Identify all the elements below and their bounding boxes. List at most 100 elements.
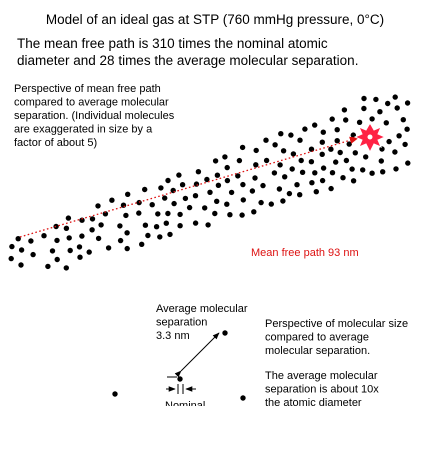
molecule-dot [328, 185, 334, 192]
molecule-dot [157, 234, 163, 240]
molecule-dot [79, 217, 85, 223]
molecule-dot [308, 159, 315, 165]
molecule-dot [363, 154, 369, 160]
molecule-dot [117, 223, 123, 229]
molecule-dot [329, 116, 335, 122]
molecule-dot [18, 247, 25, 253]
molecule-dot [142, 186, 148, 193]
molecule-dot [272, 142, 278, 148]
molecule-dot [167, 231, 173, 238]
molecule-dot [400, 117, 406, 123]
molecule-dot [373, 96, 379, 103]
molecule-dot [153, 224, 160, 230]
molecule-dot [192, 193, 199, 199]
molecule-dot [193, 181, 200, 187]
molecule-dot [125, 191, 131, 197]
molecule-dot [343, 117, 349, 123]
molecule-dot [386, 138, 392, 145]
molecule-dot [334, 138, 340, 144]
molecule-dot [297, 192, 303, 198]
molecule-dot [165, 177, 171, 184]
molecule-dot [8, 255, 14, 262]
molecule-dot [30, 251, 36, 258]
molecule-dot [215, 182, 222, 188]
molecule-dot [239, 144, 246, 151]
molecule-dot [67, 247, 73, 254]
molecule-dot [142, 222, 149, 228]
molecule-dot [212, 158, 219, 164]
molecule-dot [396, 133, 402, 139]
molecule-dot [361, 95, 367, 102]
molecule-dot [253, 162, 259, 168]
molecule-dot [404, 100, 411, 106]
molecule-dot [123, 212, 129, 219]
molecule-dot [145, 232, 151, 239]
molecule-dot [402, 141, 408, 148]
molecule-dot [239, 212, 245, 218]
molecule-dot [277, 162, 283, 168]
molecule-dot [171, 200, 177, 207]
molecule-dot [360, 167, 366, 173]
molecule-dot [224, 164, 230, 171]
molecule-dot [263, 137, 269, 143]
molecule-dot [349, 166, 355, 172]
molecule-dot [294, 182, 300, 188]
molecule-dot [236, 157, 243, 164]
molecule-dot [149, 202, 155, 208]
size-perspective-panel: Average molecular separation 3.3 nm Nomi… [112, 303, 408, 412]
molecule-dot [177, 223, 183, 229]
molecule-dot [28, 238, 34, 244]
molecule-dot [341, 107, 348, 113]
molecule-dot [394, 105, 400, 111]
molecule-dot [328, 146, 334, 152]
sample-molecule-d [240, 395, 246, 401]
molecule-dot [77, 254, 83, 260]
molecule-dot [162, 195, 168, 201]
molecule-dot [222, 154, 228, 160]
sample-molecule-a [222, 330, 228, 336]
molecule-dot [350, 132, 356, 138]
molecule-dot [54, 237, 60, 244]
nominal-label: Nominal [165, 400, 205, 412]
molecule-dot [158, 185, 164, 191]
molecule-dot [356, 119, 363, 126]
molecule-dot [302, 126, 308, 132]
molecule-dot [202, 205, 208, 211]
molecule-dot [120, 202, 127, 208]
molecule-dot [207, 189, 213, 195]
molecule-dot [176, 172, 182, 178]
molecule-dot [404, 126, 410, 132]
molecule-dot [227, 212, 233, 218]
molecule-dot [165, 210, 171, 217]
molecule-dot [298, 157, 304, 164]
molecule-dot [405, 160, 411, 166]
molecule-dot [163, 220, 169, 226]
molecule-dot [319, 151, 325, 157]
molecule-dot [89, 216, 96, 222]
molecule-dot [313, 189, 319, 195]
molecule-dot [124, 230, 130, 236]
molecule-dot [319, 177, 326, 184]
molecule-dot [352, 150, 358, 156]
molecule-dot [65, 215, 72, 221]
molecule-dot [378, 158, 384, 164]
molecule-cloud [8, 94, 411, 271]
molecule-dot [179, 182, 186, 188]
molecule-dot [288, 132, 294, 138]
molecule-dot [289, 166, 295, 172]
molecule-dot [136, 199, 142, 206]
molecule-dot [260, 182, 266, 189]
molecule-dot [139, 241, 145, 247]
molecule-dot [379, 146, 385, 152]
molecule-dot [124, 245, 130, 252]
molecule-dot [299, 169, 306, 175]
molecule-dot [224, 177, 231, 184]
molecule-dot [205, 222, 211, 228]
molecule-dot [320, 129, 326, 135]
molecule-dot [45, 263, 51, 270]
molecule-dot [136, 210, 142, 216]
molecule-dot [343, 157, 350, 164]
intro-line-1: The mean free path is 310 times the nomi… [17, 36, 328, 51]
molecule-dot [212, 210, 218, 217]
